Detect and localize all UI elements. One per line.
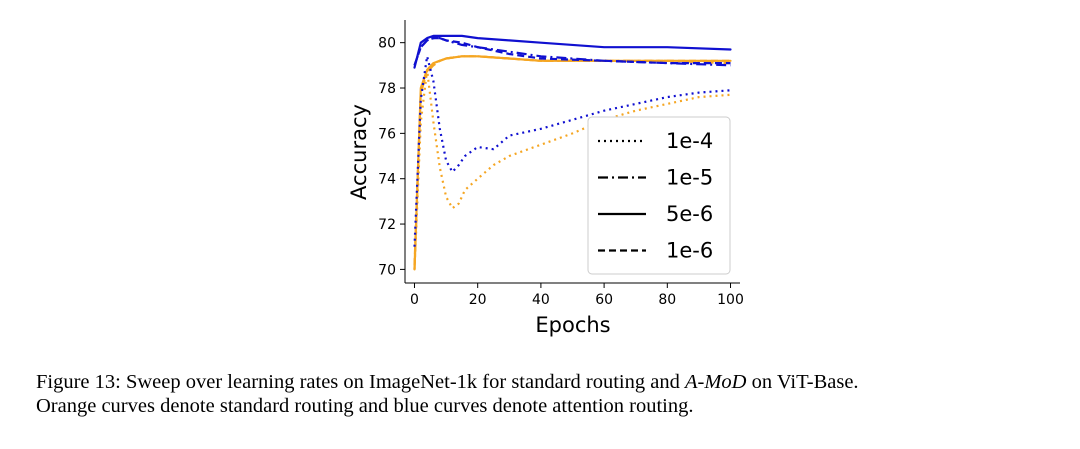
accuracy-chart: 0 20 40 60 80 100 70 72 74 76 78 80 Epochs Accuracy… <box>347 20 744 337</box>
legend-label: 1e-5 <box>666 166 713 190</box>
legend: 1e-4 1e-5 5e-6 1e-6 <box>587 116 731 275</box>
y-tick-label: 78 <box>378 81 396 97</box>
x-tick-label: 0 <box>410 292 419 308</box>
x-tick-label: 100 <box>717 292 744 308</box>
legend-box <box>587 116 731 275</box>
legend-label: 1e-6 <box>666 239 713 263</box>
series-line-attention-solid <box>413 34 732 69</box>
caption-italic: A-MoD <box>684 371 747 393</box>
caption-suffix: on ViT-Base. <box>746 371 859 393</box>
legend-label: 5e-6 <box>666 202 713 226</box>
caption-prefix: Figure 13: Sweep over learning rates on … <box>36 371 685 393</box>
y-tick-label: 70 <box>378 262 396 278</box>
figure-caption: Figure 13: Sweep over learning rates on … <box>36 370 1056 418</box>
x-axis-title: Epochs <box>535 313 610 337</box>
x-tick-label: 20 <box>469 292 487 308</box>
x-tick-label: 40 <box>532 292 550 308</box>
axes <box>404 20 740 284</box>
y-tick-label: 72 <box>378 217 396 233</box>
plot-lines <box>413 34 732 271</box>
series-line-attention-dotted <box>413 55 731 247</box>
y-tick-label: 76 <box>378 126 396 142</box>
x-tick-label: 60 <box>595 292 613 308</box>
caption-line-2: Orange curves denote standard routing an… <box>36 395 694 417</box>
ticks: 0 20 40 60 80 100 70 72 74 76 78 80 <box>378 36 744 308</box>
series-line-attention-dashed <box>413 36 731 66</box>
x-tick-label: 80 <box>658 292 676 308</box>
y-axis-title: Accuracy <box>347 104 371 200</box>
caption-line-1: Figure 13: Sweep over learning rates on … <box>36 370 1056 394</box>
y-tick-label: 80 <box>378 36 396 52</box>
series-line-standard-dotted <box>413 68 731 270</box>
y-tick-label: 74 <box>378 172 396 188</box>
legend-label: 1e-4 <box>666 129 713 153</box>
